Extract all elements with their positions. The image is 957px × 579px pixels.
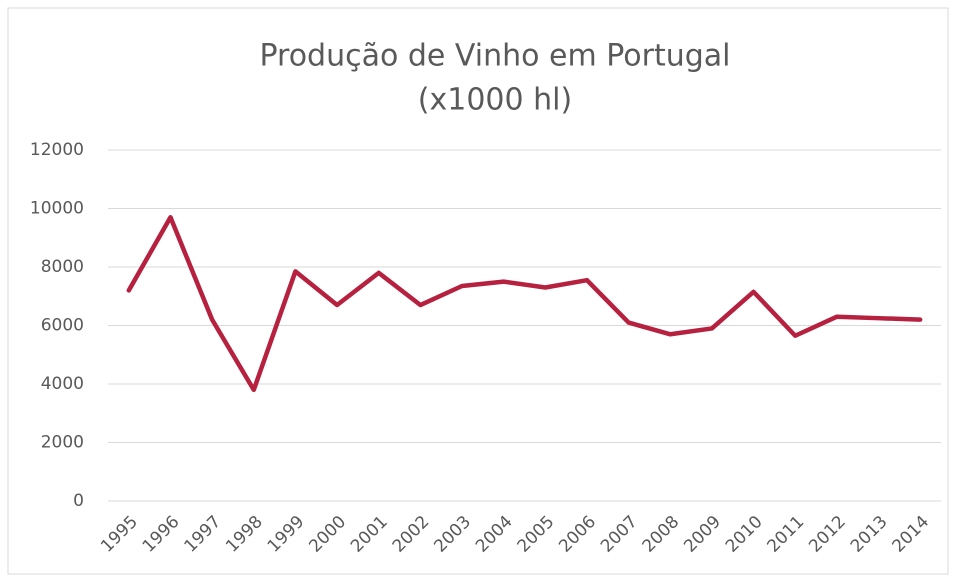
y-tick-label: 2000: [41, 433, 84, 453]
y-tick-label: 0: [73, 491, 84, 511]
y-tick-label: 8000: [41, 257, 84, 277]
chart-subtitle: (x1000 hl): [418, 83, 572, 118]
chart-border: [7, 7, 949, 575]
y-tick-label: 10000: [30, 199, 84, 219]
y-tick-label: 6000: [41, 316, 84, 336]
chart-title: Produção de Vinho em Portugal: [259, 39, 730, 74]
y-tick-label: 12000: [30, 140, 84, 160]
y-tick-label: 4000: [41, 374, 84, 394]
data-line: [126, 215, 923, 393]
